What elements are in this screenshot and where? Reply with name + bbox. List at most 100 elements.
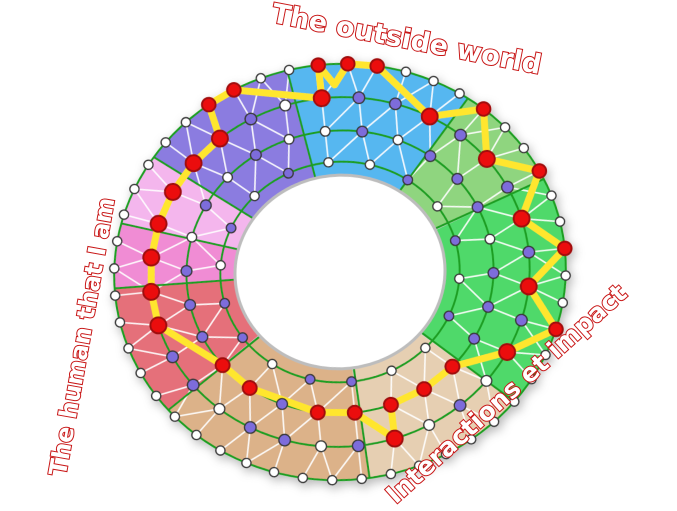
node-ring1-27-red[interactable] <box>163 182 182 201</box>
node-ring2-14-red[interactable] <box>309 404 326 421</box>
node-ring2-24-purple[interactable] <box>249 148 262 162</box>
node-ring2-15-purple[interactable] <box>275 397 289 411</box>
node-ring0-42-white[interactable] <box>160 137 171 148</box>
node-ring0-39-white[interactable] <box>118 209 130 220</box>
sector-6[interactable] <box>108 212 241 293</box>
node-ring0-47-white[interactable] <box>283 64 295 76</box>
node-ring2-17-red[interactable] <box>214 357 231 374</box>
node-ring0-46-white[interactable] <box>255 73 267 84</box>
node-ring0-33-white[interactable] <box>135 367 146 379</box>
node-ring0-18-white[interactable] <box>509 396 520 407</box>
node-ring0-1-red[interactable] <box>339 56 356 72</box>
node-ring0-30-white[interactable] <box>191 429 202 441</box>
node-ring2-25-white[interactable] <box>283 133 295 145</box>
node-ring2-23-white[interactable] <box>222 171 234 183</box>
node-ring0-14-white[interactable] <box>557 297 569 309</box>
node-ring0-16-white[interactable] <box>540 349 551 361</box>
node-ring3-15-purple[interactable] <box>225 222 237 234</box>
node-ring2-3-purple[interactable] <box>424 149 437 163</box>
node-ring0-11-white[interactable] <box>554 216 566 227</box>
node-ring3-13-purple[interactable] <box>219 297 231 309</box>
node-ring0-17-white[interactable] <box>526 373 537 385</box>
node-ring1-8-purple[interactable] <box>522 245 536 259</box>
node-ring2-19-purple[interactable] <box>183 298 197 312</box>
node-ring0-20-white[interactable] <box>465 434 477 445</box>
node-ring3-9-purple[interactable] <box>346 376 358 388</box>
node-ring2-0-white[interactable] <box>319 125 331 137</box>
node-ring0-28-white[interactable] <box>241 457 252 469</box>
node-ring2-7-purple[interactable] <box>487 266 500 280</box>
node-ring2-16-red[interactable] <box>241 379 258 396</box>
node-ring0-27-white[interactable] <box>268 466 280 478</box>
node-ring1-11-red[interactable] <box>498 343 517 362</box>
node-ring2-4-purple[interactable] <box>451 172 464 185</box>
node-ring1-9-red[interactable] <box>519 277 538 296</box>
node-ring3-16-white[interactable] <box>249 190 260 202</box>
node-ring3-7-white[interactable] <box>420 342 431 354</box>
node-ring1-7-red[interactable] <box>512 209 531 228</box>
node-ring0-12-red[interactable] <box>556 240 573 257</box>
node-ring2-9-purple[interactable] <box>468 332 481 345</box>
node-ring3-0-white[interactable] <box>323 157 334 168</box>
node-ring0-2-red[interactable] <box>369 58 385 74</box>
node-ring0-24-white[interactable] <box>356 473 368 485</box>
node-ring0-45-red[interactable] <box>226 82 242 98</box>
node-ring0-32-white[interactable] <box>150 390 162 402</box>
sector-2[interactable] <box>406 178 580 411</box>
node-ring0-21-white[interactable] <box>440 448 452 460</box>
node-ring3-10-purple[interactable] <box>304 373 316 385</box>
node-ring0-43-white[interactable] <box>180 116 192 128</box>
node-ring0-8-white[interactable] <box>518 142 530 154</box>
node-ring1-24-red[interactable] <box>142 282 161 301</box>
node-ring1-15-red[interactable] <box>385 429 404 448</box>
node-ring2-12-red[interactable] <box>382 396 399 413</box>
node-ring3-5-white[interactable] <box>454 273 465 285</box>
node-ring0-3-white[interactable] <box>400 66 412 78</box>
node-ring0-41-white[interactable] <box>143 159 154 171</box>
node-ring1-20-white[interactable] <box>213 402 226 416</box>
node-ring2-20-purple[interactable] <box>180 264 193 278</box>
node-ring0-31-white[interactable] <box>169 411 181 422</box>
node-ring3-4-purple[interactable] <box>449 235 461 247</box>
node-ring2-5-purple[interactable] <box>471 200 484 214</box>
node-ring3-8-white[interactable] <box>386 365 397 377</box>
node-ring3-3-white[interactable] <box>432 201 443 212</box>
node-ring1-4-purple[interactable] <box>454 128 468 142</box>
node-ring0-25-white[interactable] <box>326 474 338 486</box>
node-ring3-12-purple[interactable] <box>237 332 249 344</box>
node-ring1-14-white[interactable] <box>423 418 436 432</box>
node-ring1-18-purple[interactable] <box>278 433 292 447</box>
node-ring2-2-white[interactable] <box>392 134 404 146</box>
node-ring1-26-red[interactable] <box>149 214 168 233</box>
node-ring1-10-purple[interactable] <box>514 313 528 327</box>
node-ring1-23-red[interactable] <box>149 316 168 335</box>
node-ring0-9-red[interactable] <box>531 163 548 179</box>
node-ring0-0-red[interactable] <box>310 57 327 73</box>
node-ring2-11-red[interactable] <box>416 381 433 398</box>
node-ring0-19-white[interactable] <box>488 416 500 428</box>
node-ring2-21-white[interactable] <box>186 231 198 243</box>
node-ring3-14-white[interactable] <box>215 259 226 271</box>
node-ring2-10-red[interactable] <box>444 358 461 375</box>
node-ring1-5-red[interactable] <box>477 149 496 168</box>
node-ring1-19-purple[interactable] <box>243 421 257 435</box>
node-ring0-37-white[interactable] <box>109 263 120 274</box>
node-ring1-30-purple[interactable] <box>244 112 258 126</box>
node-ring1-12-white[interactable] <box>480 374 493 387</box>
node-ring3-11-white[interactable] <box>266 358 278 370</box>
node-ring0-40-white[interactable] <box>129 183 140 195</box>
node-ring2-18-purple[interactable] <box>196 330 209 344</box>
node-ring0-15-red[interactable] <box>548 321 564 338</box>
node-ring2-8-purple[interactable] <box>482 300 495 313</box>
node-ring1-2-purple[interactable] <box>388 97 402 111</box>
node-ring0-29-white[interactable] <box>215 445 226 456</box>
node-ring1-3-red[interactable] <box>420 107 439 126</box>
node-ring1-28-red[interactable] <box>184 154 203 173</box>
node-ring1-13-purple[interactable] <box>453 398 467 412</box>
node-ring0-36-white[interactable] <box>109 290 121 301</box>
node-ring1-0-red[interactable] <box>312 89 331 108</box>
node-ring0-38-white[interactable] <box>111 235 123 247</box>
node-ring1-17-white[interactable] <box>314 440 328 453</box>
node-ring0-35-white[interactable] <box>114 317 126 328</box>
node-ring0-7-white[interactable] <box>499 122 511 133</box>
